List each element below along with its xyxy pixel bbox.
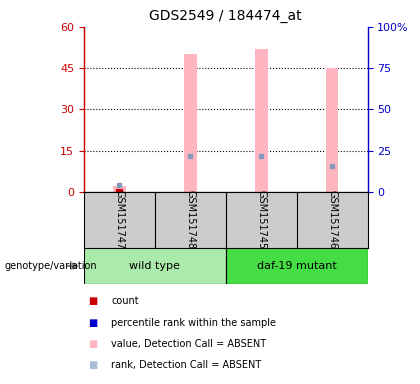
Text: GSM151748: GSM151748 — [185, 190, 195, 249]
Text: GSM151747: GSM151747 — [114, 190, 124, 250]
Bar — [113, 187, 126, 192]
Text: genotype/variation: genotype/variation — [4, 261, 97, 271]
Bar — [226, 248, 368, 284]
Text: ■: ■ — [88, 339, 97, 349]
Text: ■: ■ — [88, 360, 97, 370]
Title: GDS2549 / 184474_at: GDS2549 / 184474_at — [150, 9, 302, 23]
Text: wild type: wild type — [129, 261, 180, 271]
Text: percentile rank within the sample: percentile rank within the sample — [111, 318, 276, 328]
Bar — [184, 55, 197, 192]
Text: GSM151745: GSM151745 — [256, 190, 266, 250]
Bar — [116, 189, 123, 192]
Bar — [255, 49, 268, 192]
Text: value, Detection Call = ABSENT: value, Detection Call = ABSENT — [111, 339, 266, 349]
Text: rank, Detection Call = ABSENT: rank, Detection Call = ABSENT — [111, 360, 262, 370]
Text: ■: ■ — [88, 318, 97, 328]
Bar — [326, 68, 339, 192]
Text: count: count — [111, 296, 139, 306]
Text: daf-19 mutant: daf-19 mutant — [257, 261, 336, 271]
Bar — [84, 248, 226, 284]
Text: ■: ■ — [88, 296, 97, 306]
Text: GSM151746: GSM151746 — [327, 190, 337, 249]
